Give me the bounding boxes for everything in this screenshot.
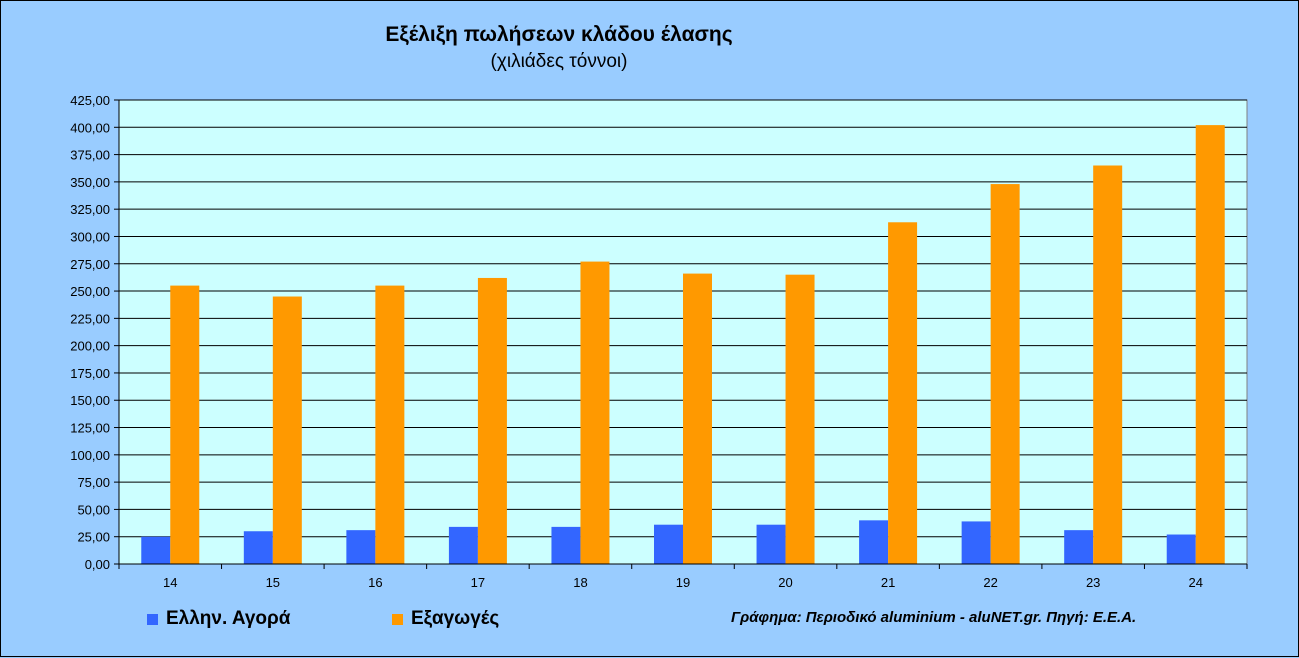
y-tick-label: 50,00 <box>77 502 110 517</box>
bars <box>141 125 1225 564</box>
y-tick-label: 400,00 <box>70 120 110 135</box>
y-tick-label: 225,00 <box>70 311 110 326</box>
bar-exports <box>990 184 1020 564</box>
bar-domestic <box>654 524 683 564</box>
bar-domestic <box>141 536 171 564</box>
legend-swatch-domestic <box>147 613 158 625</box>
bar-exports <box>272 296 302 564</box>
bar-exports <box>1093 165 1123 564</box>
bar-exports <box>375 285 405 564</box>
y-tick-label: 250,00 <box>70 284 110 299</box>
x-tick-label: 22 <box>983 575 997 590</box>
legend-item-domestic: Ελλην. Αγορά <box>147 608 290 630</box>
bar-exports <box>683 273 712 564</box>
x-tick-label: 23 <box>1086 575 1100 590</box>
y-tick-label: 325,00 <box>70 202 110 217</box>
bar-domestic <box>961 521 991 564</box>
x-tick-label: 21 <box>881 575 895 590</box>
x-tick-label: 18 <box>573 575 587 590</box>
x-tick-label: 20 <box>778 575 792 590</box>
legend-swatch-exports <box>392 613 403 625</box>
bar-domestic <box>448 526 478 564</box>
bar-exports <box>580 261 610 564</box>
bar-exports <box>170 285 200 564</box>
y-tick-label: 125,00 <box>70 421 110 436</box>
bar-domestic <box>243 531 273 564</box>
bar-domestic <box>346 530 376 564</box>
x-tick-label: 17 <box>471 575 485 590</box>
legend-item-exports: Εξαγωγές <box>392 608 499 630</box>
bar-domestic <box>1166 534 1196 564</box>
x-tick-label: 19 <box>676 575 690 590</box>
y-tick-label: 100,00 <box>70 448 110 463</box>
bar-exports <box>477 277 507 564</box>
source-credit: Γράφημα: Περιοδικό aluminium - aluNET.gr… <box>731 609 1137 626</box>
x-tick-label: 14 <box>163 575 177 590</box>
y-tick-label: 425,00 <box>70 93 110 108</box>
y-tick-label: 25,00 <box>77 530 110 545</box>
bar-exports <box>785 274 815 564</box>
bar-domestic <box>1064 530 1094 564</box>
x-tick-label: 24 <box>1188 575 1202 590</box>
y-tick-label: 200,00 <box>70 339 110 354</box>
bar-domestic <box>859 520 889 564</box>
y-tick-label: 375,00 <box>70 148 110 163</box>
y-tick-label: 150,00 <box>70 393 110 408</box>
x-tick-label: 16 <box>368 575 382 590</box>
chart-title: Εξέλιξη πωλήσεων κλάδου έλασης <box>385 23 733 46</box>
y-tick-label: 75,00 <box>77 475 110 490</box>
legend-label-domestic: Ελλην. Αγορά <box>166 608 291 629</box>
y-tick-label: 0,00 <box>85 557 110 572</box>
x-axis-ticks: 14 15 16 17 18 19 20 21 22 23 24 <box>118 564 1248 590</box>
bar-exports <box>888 222 918 564</box>
bar-domestic <box>551 526 581 564</box>
y-tick-label: 175,00 <box>70 366 110 381</box>
y-axis-ticks: 0,00 25,00 50,00 75,00 100,00 125,00 150,00 175… <box>70 93 119 572</box>
bar-exports <box>1195 125 1225 564</box>
bar-domestic <box>756 524 786 564</box>
x-tick-label: 15 <box>266 575 280 590</box>
y-tick-label: 350,00 <box>70 175 110 190</box>
y-tick-label: 300,00 <box>70 229 110 244</box>
legend-label-exports: Εξαγωγές <box>411 608 500 629</box>
y-tick-label: 275,00 <box>70 257 110 272</box>
chart-subtitle: (χιλιάδες τόννοι) <box>490 51 628 72</box>
